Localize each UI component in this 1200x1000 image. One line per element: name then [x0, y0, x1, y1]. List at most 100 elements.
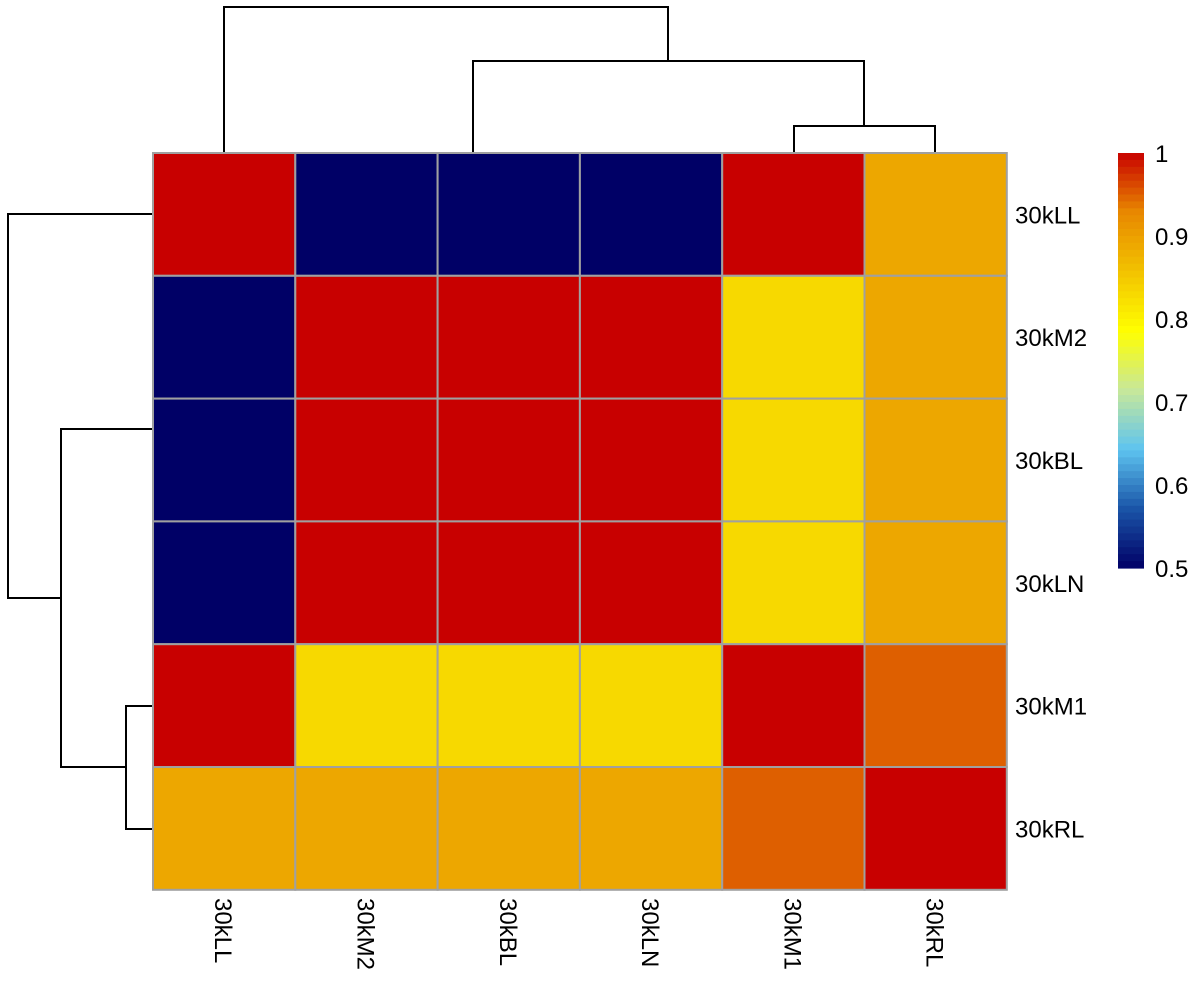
heatmap-cell	[436, 520, 581, 646]
legend-swatch	[1118, 319, 1144, 327]
row-label: 30kLN	[1015, 571, 1084, 598]
heatmap-cell	[721, 520, 866, 646]
heatmap-cell	[863, 643, 1008, 769]
column-label: 30kBL	[494, 898, 521, 966]
heatmap-cell	[436, 397, 581, 523]
legend-swatch	[1118, 346, 1144, 355]
legend-swatch	[1118, 388, 1144, 396]
legend-swatch	[1118, 339, 1144, 348]
legend-tick-label: 0.5	[1155, 556, 1188, 583]
heatmap-cell	[152, 274, 297, 400]
heatmap-cells	[152, 152, 1008, 891]
column-label: 30kLL	[209, 898, 236, 963]
legend-swatch	[1118, 478, 1144, 486]
legend-swatch	[1118, 201, 1144, 209]
legend-tick-label: 0.6	[1155, 473, 1188, 500]
column-label: 30kM2	[351, 898, 378, 970]
legend-swatch	[1118, 512, 1144, 521]
legend-swatch	[1118, 298, 1144, 306]
heatmap-cell	[578, 766, 724, 891]
col-dendrogram-branch	[472, 60, 865, 153]
legend-swatch	[1118, 270, 1144, 279]
legend-swatch	[1118, 236, 1144, 244]
legend-swatch	[1118, 166, 1144, 175]
heatmap-cell	[436, 152, 581, 277]
heatmap-cell	[294, 766, 439, 891]
legend-swatch	[1118, 229, 1144, 237]
row-label: 30kM2	[1015, 325, 1087, 352]
heatmap-cell	[578, 520, 724, 646]
legend-swatch	[1118, 443, 1144, 452]
legend-swatch	[1118, 457, 1144, 465]
legend-swatch	[1118, 180, 1144, 189]
heatmap-cell	[863, 520, 1008, 646]
heatmap-cell	[152, 152, 297, 277]
legend-tick-label: 0.8	[1155, 307, 1188, 334]
legend-swatch	[1118, 533, 1144, 541]
heatmap-cell	[721, 766, 866, 891]
heatmap-cell	[436, 274, 581, 400]
heatmap-cell	[152, 643, 297, 769]
color-legend: 1 0.9 0.8 0.7 0.6 0.5	[1118, 141, 1188, 583]
column-label: 30kLN	[636, 898, 663, 967]
legend-swatch	[1118, 305, 1144, 313]
legend-swatch	[1118, 547, 1144, 555]
legend-swatch	[1118, 367, 1144, 375]
legend-swatch	[1118, 325, 1144, 334]
legend-swatch	[1118, 429, 1144, 438]
col-dendrogram-branch	[793, 125, 936, 153]
heatmap-cell	[578, 152, 724, 277]
row-labels: 30kLL 30kM2 30kBL 30kLN 30kM1 30kRL	[1015, 202, 1087, 843]
legend-tick-label: 0.7	[1155, 390, 1188, 417]
legend-swatch	[1118, 422, 1144, 431]
legend-swatch	[1118, 526, 1144, 535]
heatmap-cell	[578, 274, 724, 400]
heatmap-cell	[152, 397, 297, 523]
heatmap-cell	[721, 274, 866, 400]
heatmap-cell	[152, 766, 297, 891]
row-label: 30kBL	[1015, 448, 1083, 475]
legend-swatch	[1118, 353, 1144, 362]
column-dendrogram	[223, 6, 936, 153]
legend-swatch	[1118, 408, 1144, 417]
legend-swatch	[1118, 498, 1144, 507]
legend-swatch	[1118, 173, 1144, 182]
legend-swatch	[1118, 215, 1144, 223]
row-dendrogram-branch	[125, 705, 153, 830]
heatmap-cell	[294, 274, 439, 400]
row-dendrogram	[7, 213, 153, 830]
heatmap-cell	[863, 152, 1008, 277]
legend-swatch	[1118, 540, 1144, 548]
legend-swatch	[1118, 360, 1144, 369]
legend-swatch	[1118, 284, 1144, 292]
legend-swatch	[1118, 332, 1144, 341]
heatmap-cell	[436, 766, 581, 891]
legend-swatch	[1118, 263, 1144, 272]
heatmap-cell	[294, 520, 439, 646]
legend-swatch	[1118, 485, 1144, 493]
row-label: 30kRL	[1015, 816, 1084, 843]
legend-swatch	[1118, 395, 1144, 403]
legend-swatch	[1118, 194, 1144, 203]
legend-swatch	[1118, 450, 1144, 458]
legend-swatch	[1118, 402, 1144, 410]
legend-swatch	[1118, 249, 1144, 258]
heatmap-cell	[436, 643, 581, 769]
column-labels: 30kLL 30kM2 30kBL 30kLN 30kM1 30kRL	[209, 898, 948, 970]
heatmap-cell	[863, 397, 1008, 523]
heatmap-cell	[294, 643, 439, 769]
legend-swatch	[1118, 436, 1144, 445]
heatmap-cell	[578, 643, 724, 769]
col-dendrogram-branch	[223, 6, 669, 153]
column-label: 30kM1	[778, 898, 805, 970]
legend-swatch	[1118, 505, 1144, 514]
legend-swatch	[1118, 519, 1144, 528]
row-dendrogram-branch	[60, 428, 153, 768]
legend-swatch	[1118, 554, 1144, 562]
heatmap-cell	[152, 520, 297, 646]
heatmap-cell	[863, 274, 1008, 400]
legend-swatch	[1118, 415, 1144, 424]
legend-tick-label: 1	[1155, 141, 1168, 168]
legend-swatch	[1118, 242, 1144, 251]
